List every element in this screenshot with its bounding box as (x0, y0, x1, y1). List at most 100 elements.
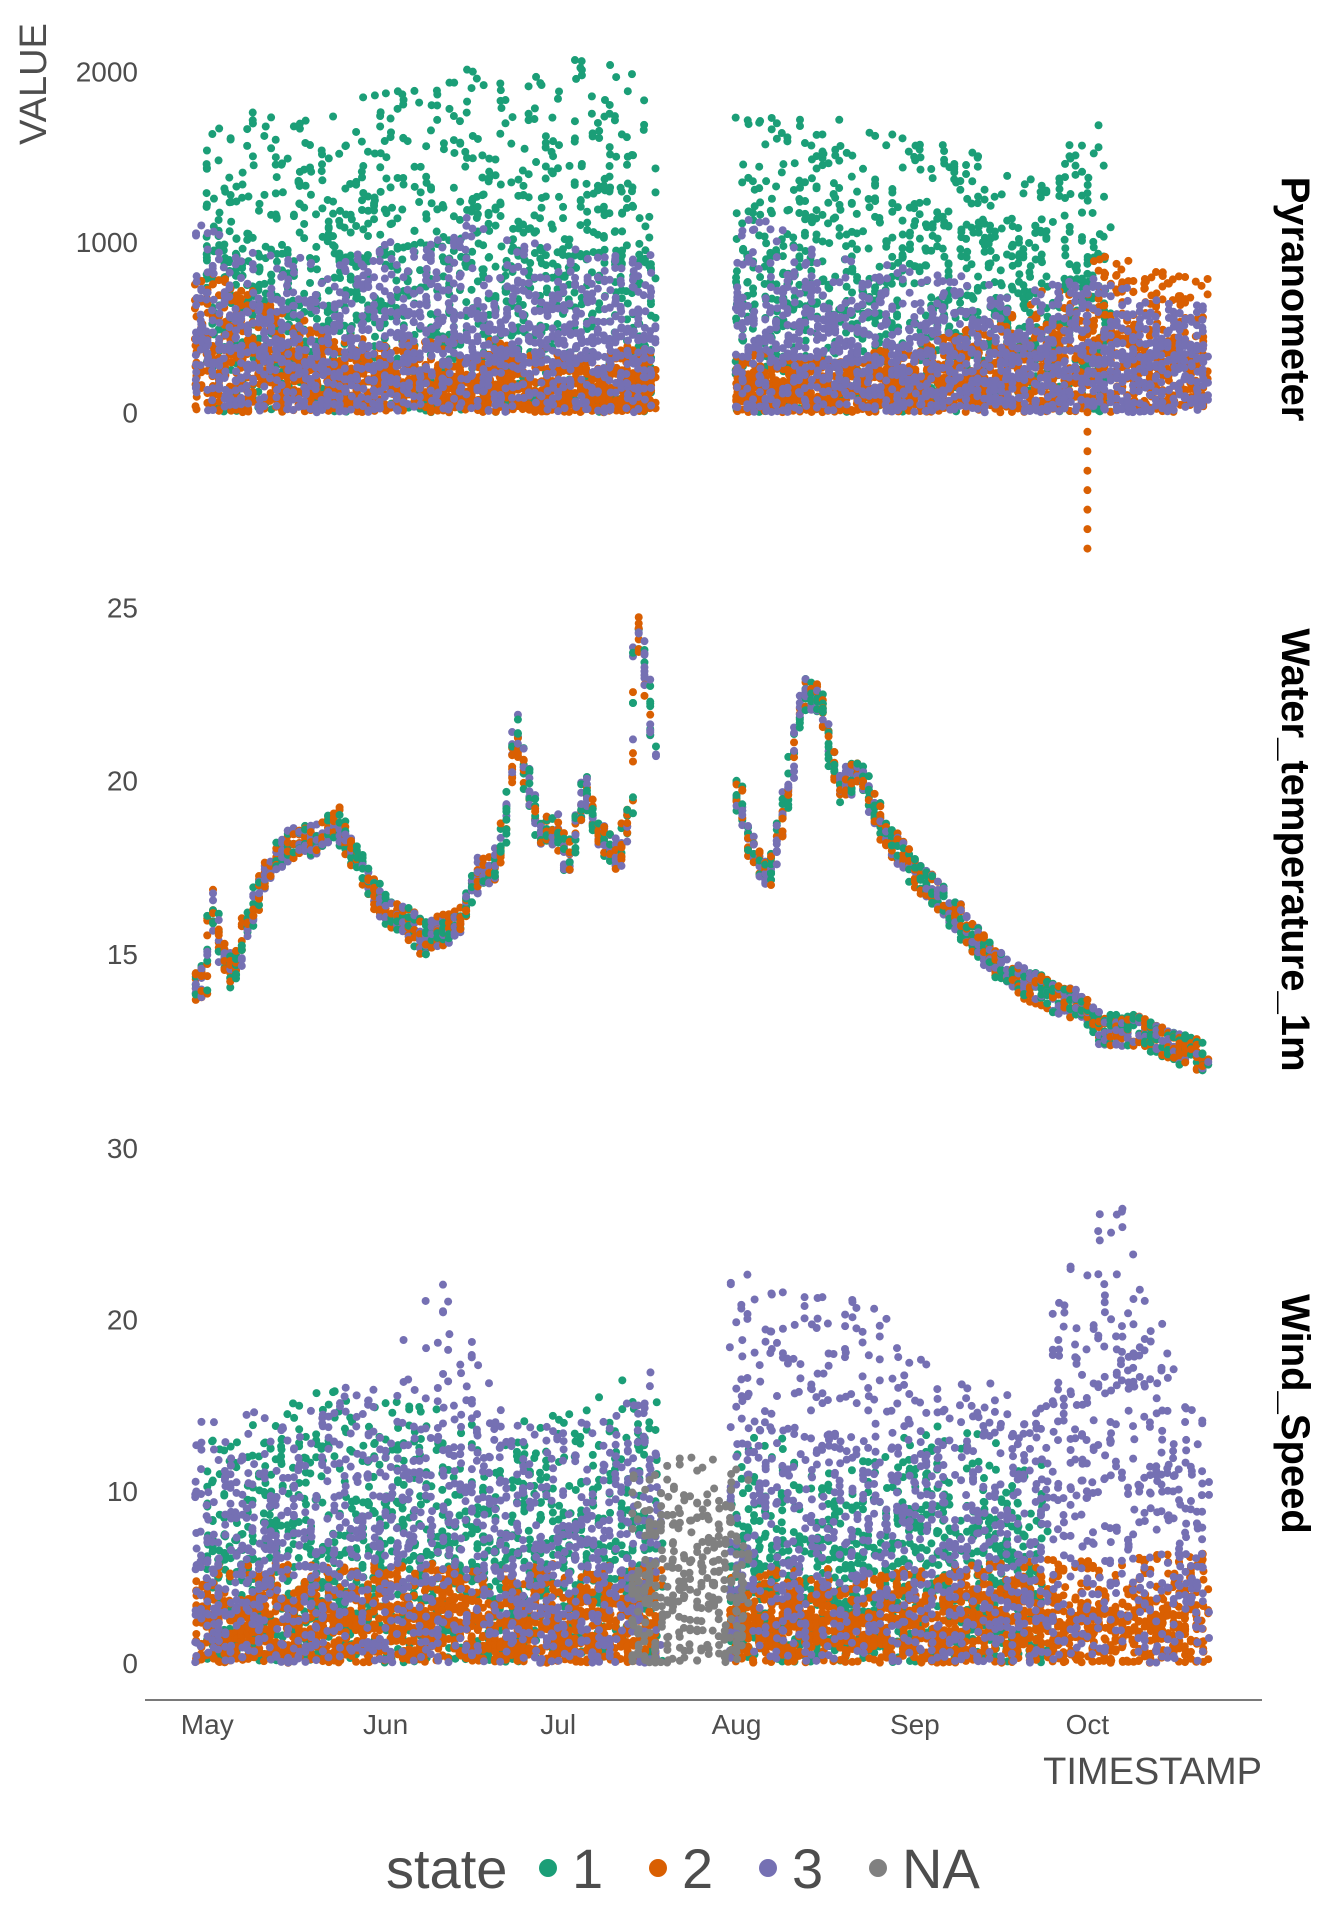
data-point (461, 162, 470, 171)
data-point (1077, 236, 1086, 245)
data-point (950, 159, 959, 168)
data-point (570, 56, 579, 65)
data-point (271, 153, 280, 162)
data-point (359, 162, 368, 171)
data-point (267, 144, 276, 153)
data-point (848, 264, 857, 273)
data-point (283, 154, 292, 163)
data-point (640, 96, 649, 105)
data-point (215, 318, 224, 327)
data-point (191, 375, 200, 384)
data-point (267, 245, 276, 254)
data-point (260, 190, 269, 199)
data-point (1106, 223, 1115, 232)
data-point (847, 198, 856, 207)
data-point (795, 115, 804, 124)
data-point (208, 406, 217, 415)
data-point (835, 115, 844, 124)
data-point (1065, 222, 1074, 231)
data-point (219, 300, 228, 309)
data-point (376, 163, 385, 172)
data-point (376, 122, 385, 131)
data-point (410, 182, 419, 191)
data-point (329, 209, 338, 218)
data-point (191, 402, 200, 411)
data-point (232, 197, 241, 206)
data-point (388, 203, 397, 212)
data-point (1072, 261, 1081, 270)
data-point (790, 159, 799, 168)
data-point (576, 196, 585, 205)
data-point (968, 177, 977, 186)
data-point (732, 267, 741, 276)
data-point (376, 108, 385, 117)
data-point (357, 295, 366, 304)
data-point (962, 170, 971, 179)
data-point (1061, 251, 1070, 260)
data-point (767, 194, 776, 203)
data-point (906, 240, 915, 249)
data-point (192, 272, 201, 281)
data-point (496, 86, 505, 95)
data-point (831, 193, 840, 202)
data-point (639, 125, 648, 134)
data-point (422, 210, 431, 219)
data-point (225, 198, 234, 207)
data-point (748, 208, 757, 217)
data-point (215, 230, 224, 239)
data-point (618, 227, 627, 236)
data-point (835, 231, 844, 240)
data-point (801, 197, 810, 206)
data-point (915, 234, 924, 243)
data-point (300, 289, 309, 298)
data-point (888, 252, 897, 261)
data-point (973, 162, 982, 171)
data-point (818, 210, 827, 219)
data-point (1037, 250, 1046, 259)
data-point (468, 154, 477, 163)
data-point (1071, 161, 1080, 170)
data-point (416, 162, 425, 171)
data-point (748, 177, 757, 186)
data-point (357, 137, 366, 146)
data-point (221, 367, 230, 376)
data-point (824, 198, 833, 207)
data-point (789, 233, 798, 242)
data-point (779, 160, 788, 169)
data-point (225, 268, 234, 277)
data-point (645, 212, 654, 221)
data-point (996, 279, 1005, 288)
data-point (479, 81, 488, 90)
data-point (422, 172, 431, 181)
data-point (1042, 272, 1051, 281)
data-point (215, 208, 224, 217)
data-point (398, 205, 407, 214)
data-point (496, 200, 505, 209)
data-point (623, 194, 632, 203)
data-point (312, 242, 321, 251)
data-point (289, 210, 298, 219)
data-point (248, 116, 257, 125)
data-point (893, 203, 902, 212)
data-point (220, 184, 229, 193)
data-point (202, 256, 211, 265)
data-point (1100, 192, 1109, 201)
data-point (1060, 211, 1069, 220)
data-point (785, 205, 794, 214)
data-point (450, 148, 459, 157)
data-point (317, 167, 326, 176)
data-point (427, 199, 436, 208)
data-point (1078, 208, 1087, 217)
data-point (898, 244, 907, 253)
data-point (215, 124, 224, 133)
data-point (491, 155, 500, 164)
data-point (1025, 268, 1034, 277)
data-point (496, 129, 505, 138)
data-point (192, 368, 201, 377)
data-point (859, 227, 868, 236)
data-point (352, 221, 361, 230)
data-point (415, 198, 424, 207)
data-point (467, 285, 476, 294)
data-point (238, 244, 247, 253)
data-point (859, 164, 868, 173)
